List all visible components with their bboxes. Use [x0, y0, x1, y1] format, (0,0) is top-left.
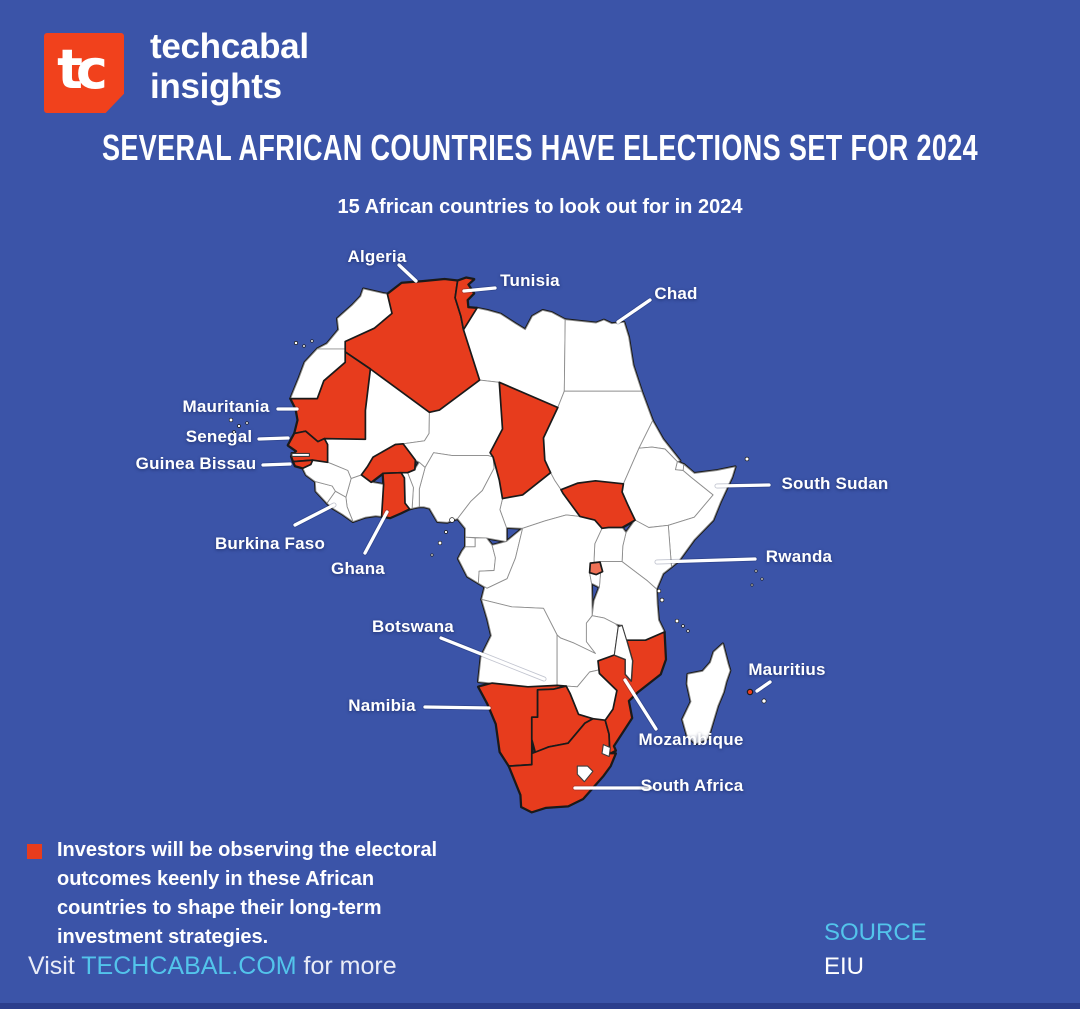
visit-prefix: Visit [28, 952, 82, 980]
country-cote-divoire [345, 474, 385, 523]
island-canary-3 [310, 339, 314, 343]
leader-line-mauritius [755, 680, 772, 693]
country-highlight-guinea-bissau [292, 459, 314, 470]
country-equatorial-guinea [464, 536, 476, 548]
island-bioko [449, 517, 455, 523]
island-comoros-1 [674, 618, 680, 624]
country-angola [477, 598, 558, 688]
leader-line-south-sudan [715, 483, 771, 488]
leader-line-layer [256, 262, 773, 791]
country-highlight-rwanda [588, 561, 604, 576]
title-row: SEVERAL AFRICAN COUNTRIES HAVE ELECTIONS… [0, 127, 1080, 169]
island-comoros-3 [686, 629, 690, 633]
country-enclave-lesotho [576, 765, 594, 783]
island-seychelles-3 [750, 583, 754, 587]
island-seychelles-1 [754, 569, 758, 573]
island-cape-verde-1 [228, 417, 234, 423]
page-subtitle: 15 African countries to look out for in … [337, 196, 743, 218]
leader-line-senegal [257, 436, 290, 441]
leader-line-tunisia [462, 286, 497, 293]
leader-line-mozambique [623, 678, 658, 731]
island-cape-verde-2 [237, 424, 241, 428]
country-highlight-ghana [380, 471, 411, 519]
leader-line-ghana [363, 510, 389, 555]
investor-note-line: Investors will be observing the electora… [57, 839, 438, 861]
brand-line-insights: insights [150, 67, 282, 106]
country-enclave-eswatini [601, 744, 611, 758]
techcabal-logo-icon: tc [44, 33, 124, 113]
leader-line-botswana [439, 636, 546, 681]
country-highlight-chad [489, 381, 559, 500]
country-enclave-malawi [613, 624, 634, 682]
island-seychelles-2 [760, 577, 764, 581]
enclave-layer [291, 452, 634, 783]
island-socotra [744, 456, 750, 462]
leader-line-rwanda [655, 557, 757, 564]
investor-note-line: outcomes keenly in these African [57, 868, 375, 890]
country-highlight-algeria [344, 278, 481, 414]
country-egypt [563, 319, 643, 392]
source-label: SOURCE [824, 919, 927, 946]
country-enclave-gambia [291, 452, 310, 457]
bottom-accent-bar [0, 1003, 1080, 1009]
country-madagascar [682, 643, 731, 745]
techcabal-link[interactable]: TECHCABAL.COM [81, 952, 297, 980]
logo-tc-glyph: tc [57, 37, 108, 101]
island-zanzibar [656, 588, 662, 594]
island-annobon [430, 553, 434, 557]
brand-line-techcabal: techcabal [150, 27, 309, 66]
visit-line: Visit TECHCABAL.COM for more [28, 952, 397, 981]
investor-note-line: investment strategies. [57, 926, 269, 948]
island-pemba [659, 597, 665, 603]
island-sao-tome [437, 540, 443, 546]
investor-note: Investors will be observing the electora… [57, 836, 437, 952]
note-bullet-icon [27, 844, 42, 859]
leader-line-guinea-bissau [261, 462, 292, 467]
brand-wordmark: techcabal insights [150, 27, 309, 107]
source-value: EIU [824, 953, 865, 980]
country-highlight-south-sudan [560, 479, 636, 530]
island-mauritius [746, 688, 754, 696]
country-somalia [667, 464, 736, 568]
island-reunion [761, 698, 767, 704]
island-cape-verde-4 [245, 421, 249, 425]
island-canary-1 [294, 341, 298, 345]
island-canary-2 [302, 344, 306, 348]
investor-note-line: countries to shape their long-term [57, 897, 382, 919]
leader-line-namibia [423, 705, 491, 710]
leader-line-algeria [397, 263, 418, 283]
visit-suffix: for more [296, 952, 397, 980]
page-title: SEVERAL AFRICAN COUNTRIES HAVE ELECTIONS… [102, 127, 979, 168]
island-comoros-2 [681, 624, 685, 628]
island-principe [444, 530, 448, 534]
subtitle-row: 15 African countries to look out for in … [0, 196, 1080, 219]
island-cape-verde-3 [232, 430, 236, 434]
leader-line-chad [616, 298, 652, 324]
leader-line-burkina-faso [293, 503, 336, 527]
island-layer [228, 339, 767, 704]
